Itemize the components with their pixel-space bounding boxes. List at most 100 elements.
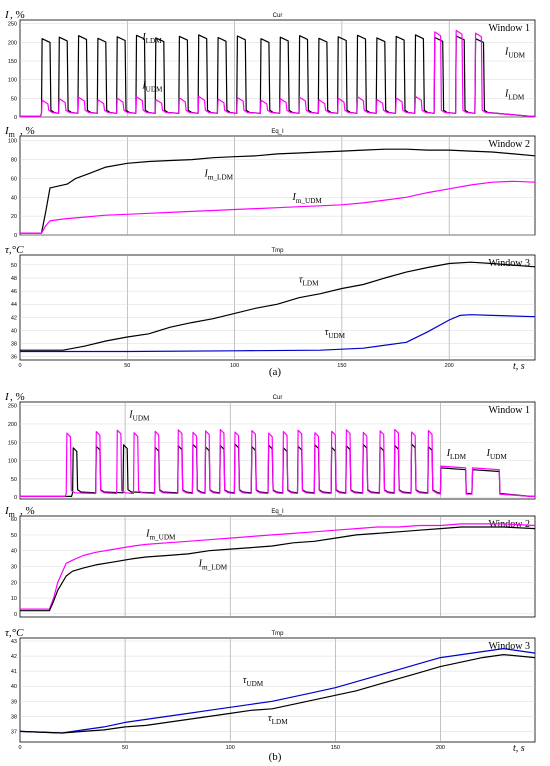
chart-a-window-2: 0 20 40 60 80 100 Eq_I Window 2 Im , % Im_LDM Im_UD…	[4, 125, 536, 239]
x-axis-label: t, s	[513, 361, 525, 372]
y-tick-label: 0	[14, 233, 17, 239]
series-i-m-udm	[20, 180, 536, 234]
series-i-m-ldm	[20, 148, 536, 234]
caption-b: (b)	[269, 751, 282, 763]
y-tick-label: 250	[8, 22, 17, 28]
window-label: Window 2	[488, 139, 530, 150]
y-tick-label: 150	[8, 59, 17, 65]
annotation-i-m-ldm: Im_LDM	[198, 559, 228, 572]
y-axis-label: I	[4, 391, 10, 403]
plot-title: Cur	[273, 13, 283, 19]
y-tick-label: 43	[11, 639, 17, 645]
y-tick-label: 48	[11, 276, 17, 282]
annotation-i-m-udm: Im_UDM	[292, 192, 323, 205]
plot-frame	[19, 401, 536, 500]
y-tick-label: 100	[8, 139, 17, 145]
y-tick-label: 150	[8, 440, 17, 446]
annotation--ldm: τLDM	[268, 713, 288, 726]
series--ldm	[19, 654, 536, 734]
y-tick-label: 40	[11, 328, 17, 334]
y-tick-label: 41	[11, 669, 17, 675]
y-tick-label: 50	[11, 477, 17, 483]
plot-title: Tmp	[272, 248, 285, 254]
annotation-i-udm: IUDM	[128, 409, 150, 422]
annotation--udm: τUDM	[243, 675, 264, 688]
y-tick-label: 38	[11, 342, 17, 348]
y-axis-label: τ,°C	[5, 244, 24, 256]
y-tick-label: 100	[8, 78, 17, 84]
annotation-i-m-ldm: Im_LDM	[204, 169, 234, 182]
y-tick-label: 20	[11, 580, 17, 586]
plot-title: Cur	[273, 395, 283, 401]
annotation-i-ldm: ILDM	[446, 448, 467, 461]
y-axis-label: τ,°C	[5, 627, 24, 639]
y-tick-label: 30	[11, 565, 17, 571]
x-tick-label: 0	[18, 745, 21, 751]
plot-frame	[19, 254, 536, 361]
y-tick-label: 40	[11, 195, 17, 201]
y-tick-label: 0	[14, 495, 17, 501]
annotation-i-udm: IUDM	[141, 80, 163, 93]
x-tick-label: 150	[337, 363, 346, 369]
series-i-udm	[20, 428, 535, 497]
y-axis-label: I	[4, 9, 10, 21]
y-axis-unit: , %	[20, 505, 35, 517]
annotation-i-udm: IUDM	[486, 448, 508, 461]
y-tick-label: 200	[8, 40, 17, 46]
y-tick-label: 100	[8, 459, 17, 465]
y-axis-label: Im	[4, 125, 16, 139]
y-tick-label: 36	[11, 355, 17, 361]
y-tick-label: 0	[14, 115, 17, 121]
x-tick-label: 100	[230, 363, 239, 369]
series-i-m-udm	[20, 523, 536, 610]
x-axis-label: t, s	[513, 743, 525, 754]
chart-a-window-3: 36 38 40 42 44 46 48 50 0 50 100 150 200 Tmp Window 3 τ…	[5, 244, 536, 372]
y-tick-label: 44	[11, 302, 17, 308]
annotation-i-udm: IUDM	[504, 46, 526, 59]
annotation-i-m-udm: Im_UDM	[145, 529, 176, 542]
y-tick-label: 80	[11, 158, 17, 164]
annotation--ldm: τLDM	[299, 275, 319, 288]
series--udm	[19, 648, 536, 734]
annotation--udm: τUDM	[325, 327, 346, 340]
chart-b-window-3: 37 38 39 40 41 42 43 0 50 100 150 200 Tmp Window 3 τ,°…	[5, 627, 536, 754]
series-i-ldm	[20, 34, 535, 117]
y-tick-label: 40	[11, 684, 17, 690]
caption-a: (a)	[269, 366, 282, 378]
y-tick-label: 60	[11, 176, 17, 182]
chart-b-window-1: 0 50 100 150 200 250 Cur Window 1 I, % IUDM ILDM IU…	[4, 391, 536, 501]
y-tick-label: 60	[11, 517, 17, 523]
y-tick-label: 39	[11, 699, 17, 705]
series-i-udm	[20, 29, 535, 117]
y-axis-unit: , %	[10, 391, 25, 403]
chart-a-window-1: 0 50 100 150 200 250 Cur Window 1 I, % ILDM IUDM IU…	[4, 9, 536, 121]
window-label: Window 3	[488, 641, 530, 652]
window-label: Window 3	[488, 258, 530, 269]
x-tick-label: 100	[226, 745, 235, 751]
window-label: Window 1	[488, 405, 530, 416]
x-tick-label: 200	[445, 363, 454, 369]
y-tick-label: 37	[11, 729, 17, 735]
y-tick-label: 50	[11, 533, 17, 539]
y-tick-label: 20	[11, 214, 17, 220]
annotation-i-ldm: ILDM	[504, 88, 525, 101]
y-axis-unit: , %	[10, 9, 25, 21]
annotation-i-ldm: ILDM	[141, 32, 162, 45]
window-label: Window 1	[488, 23, 530, 34]
plot-frame	[19, 637, 536, 743]
x-tick-label: 200	[436, 745, 445, 751]
series-i-m-ldm	[20, 526, 536, 612]
x-tick-label: 150	[331, 745, 340, 751]
y-tick-label: 50	[11, 263, 17, 269]
y-tick-label: 10	[11, 596, 17, 602]
y-tick-label: 250	[8, 404, 17, 410]
y-tick-label: 0	[14, 612, 17, 618]
y-tick-label: 42	[11, 315, 17, 321]
x-tick-label: 50	[124, 363, 130, 369]
y-axis-label: Im	[4, 505, 16, 519]
y-tick-label: 40	[11, 549, 17, 555]
series--udm	[20, 314, 536, 353]
y-tick-label: 50	[11, 96, 17, 102]
